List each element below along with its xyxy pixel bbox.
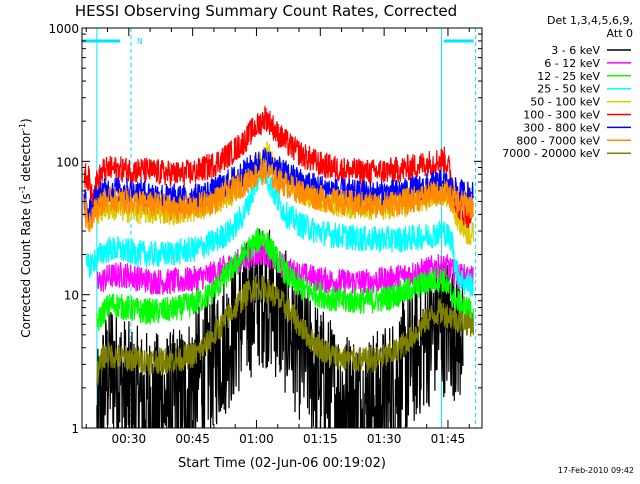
legend-label: 300 - 800 keV — [523, 121, 600, 134]
series-line — [85, 160, 474, 297]
y-axis-label-sup: -1 — [18, 185, 27, 193]
x-tick-label: 01:00 — [239, 432, 274, 446]
x-tick-label: 01:15 — [303, 432, 338, 446]
legend-label: 7000 - 20000 keV — [502, 147, 600, 160]
legend-label: 50 - 100 keV — [530, 96, 600, 109]
y-axis-label-sup: -1 — [18, 123, 27, 131]
y-axis-label-part: ) — [19, 118, 33, 123]
plot-frame — [81, 27, 483, 429]
x-tick-label: 00:45 — [175, 432, 210, 446]
legend-label: 800 - 7000 keV — [516, 134, 600, 147]
x-axis-label: Start Time (02-Jun-06 00:19:02) — [178, 456, 386, 471]
legend-label: 25 - 50 keV — [537, 83, 600, 96]
y-tick-label: 10 — [64, 289, 79, 303]
series-line — [96, 229, 464, 428]
legend-label: 100 - 300 keV — [523, 109, 600, 122]
x-tick-label: 00:30 — [112, 432, 147, 446]
x-tick-label: 01:30 — [367, 432, 402, 446]
series-line — [83, 158, 474, 233]
series-line — [83, 106, 474, 229]
legend-label: 3 - 6 keV — [551, 44, 600, 57]
night-marker-label: N — [137, 37, 143, 46]
y-tick-label: 1000 — [48, 22, 79, 36]
y-axis-label-part: Corrected Count Rate (s — [19, 193, 33, 337]
footer-timestamp: 17-Feb-2010 09:42 — [558, 466, 634, 475]
x-tick-label: 01:45 — [431, 432, 466, 446]
y-tick-label: 1 — [71, 422, 79, 436]
legend-label: 12 - 25 keV — [537, 70, 600, 83]
legend-title-line: Det 1,3,4,5,6,9, — [547, 14, 633, 27]
chart-title: HESSI Observing Summary Count Rates, Cor… — [75, 2, 457, 20]
y-axis-label-part: detector — [19, 131, 33, 186]
series-line — [96, 227, 474, 332]
y-tick-label: 100 — [56, 155, 79, 169]
series-line — [96, 275, 474, 386]
y-axis-label: Corrected Count Rate (s-1 detector-1) — [18, 118, 33, 337]
legend-label: 6 - 12 keV — [544, 57, 600, 70]
legend-title-line: Att 0 — [607, 27, 633, 40]
